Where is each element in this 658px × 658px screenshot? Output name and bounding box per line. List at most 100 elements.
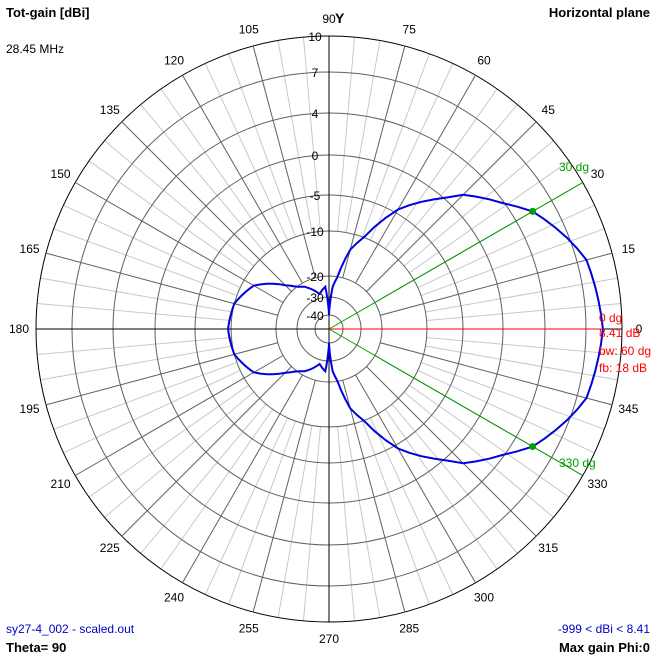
angle-label-225: 225 <box>100 541 120 555</box>
minor-spoke <box>277 425 313 618</box>
minor-spoke <box>417 369 595 454</box>
major-spoke <box>366 121 537 292</box>
max-direction-label: 0 dg <box>599 311 623 325</box>
minor-spoke <box>384 88 498 250</box>
max-gain-phi-label: Max gain Phi:0 <box>558 640 650 655</box>
minor-spoke <box>391 104 518 255</box>
angle-label-15: 15 <box>622 242 636 256</box>
minor-spoke <box>345 425 381 618</box>
minor-spoke <box>426 337 621 356</box>
angle-label-150: 150 <box>51 167 71 181</box>
major-spoke <box>121 366 292 537</box>
minor-spoke <box>228 53 296 238</box>
angle-label-240: 240 <box>164 590 184 604</box>
minor-spoke <box>88 160 250 274</box>
angle-label-315: 315 <box>538 541 558 555</box>
angle-label-90: 90 <box>322 12 336 26</box>
minor-spoke <box>63 369 241 454</box>
radial-label--10: -10 <box>306 225 324 239</box>
minor-spoke <box>140 403 267 554</box>
major-spoke <box>252 45 316 278</box>
angle-label-165: 165 <box>20 242 40 256</box>
major-spoke <box>182 75 303 284</box>
angle-label-195: 195 <box>20 402 40 416</box>
minor-spoke <box>362 420 430 605</box>
minor-spoke <box>425 277 618 313</box>
radial-label-10: 10 <box>308 30 322 44</box>
major-spoke <box>252 380 316 613</box>
minor-spoke <box>104 391 255 518</box>
plane-label: Horizontal plane <box>548 5 650 20</box>
minor-spoke <box>160 408 274 570</box>
minor-spoke <box>425 345 618 381</box>
angle-label-105: 105 <box>239 23 259 37</box>
front-back-label: fb: 18 dB <box>599 361 648 375</box>
gain-range-label: -999 < dBi < 8.41 <box>557 622 650 636</box>
minor-spoke <box>403 391 554 518</box>
minor-spoke <box>337 426 356 621</box>
angle-label-120: 120 <box>164 54 184 68</box>
minor-spoke <box>53 228 238 296</box>
radial-label--20: -20 <box>306 270 324 284</box>
bw-marker-330 <box>529 443 537 451</box>
bw-high-label: 30 dg <box>559 160 590 174</box>
minor-spoke <box>204 417 289 595</box>
angle-label-180: 180 <box>9 322 29 336</box>
radial-label--40: -40 <box>306 309 324 323</box>
minor-spoke <box>37 302 232 321</box>
major-spoke <box>342 45 406 278</box>
major-spoke <box>45 342 278 406</box>
radial-label-4: 4 <box>312 107 319 121</box>
angle-label-270: 270 <box>319 632 339 646</box>
major-spoke <box>355 374 476 583</box>
minor-spoke <box>420 362 605 430</box>
minor-spoke <box>369 63 454 241</box>
major-spoke <box>366 366 537 537</box>
major-spoke <box>45 252 278 316</box>
filename-label: sy27-4_002 - scaled.out <box>6 622 135 636</box>
major-spoke <box>342 380 406 613</box>
radial-label-0: 0 <box>312 149 319 163</box>
max-gain-label: 8.41 dB <box>599 326 641 340</box>
minor-spoke <box>204 63 289 241</box>
major-spoke <box>75 182 284 303</box>
minor-spoke <box>337 37 356 232</box>
angle-label-135: 135 <box>100 103 120 117</box>
angle-label-0: 0 <box>636 322 643 336</box>
angle-label-210: 210 <box>51 477 71 491</box>
major-spoke <box>121 121 292 292</box>
minor-spoke <box>408 384 570 498</box>
bw-line-330 <box>328 328 583 476</box>
major-spoke <box>380 252 613 316</box>
major-spoke <box>380 342 613 406</box>
angle-label-60: 60 <box>477 54 491 68</box>
minor-spoke <box>40 345 233 381</box>
angle-label-45: 45 <box>542 103 556 117</box>
minor-spoke <box>302 37 321 232</box>
bw-low-label: 330 dg <box>559 456 596 470</box>
minor-spoke <box>53 362 238 430</box>
angle-label-330: 330 <box>587 477 607 491</box>
minor-spoke <box>420 228 605 296</box>
radial-label--5: -5 <box>310 189 321 203</box>
angle-label-345: 345 <box>618 402 638 416</box>
chart-title: Tot-gain [dBi] <box>6 5 90 20</box>
minor-spoke <box>408 160 570 274</box>
major-spoke <box>75 355 284 476</box>
angle-label-30: 30 <box>591 167 605 181</box>
bw-line-30 <box>328 182 583 330</box>
minor-spoke <box>88 384 250 498</box>
minor-spoke <box>104 140 255 267</box>
y-axis-label: Y <box>335 10 345 26</box>
gain-pattern <box>227 193 604 465</box>
minor-spoke <box>302 426 321 621</box>
theta-label: Theta= 90 <box>6 640 67 655</box>
minor-spoke <box>391 403 518 554</box>
angle-label-255: 255 <box>239 621 259 635</box>
radial-label-7: 7 <box>312 66 319 80</box>
angle-label-75: 75 <box>403 23 417 37</box>
minor-spoke <box>417 204 595 289</box>
minor-spoke <box>228 420 296 605</box>
bw-marker-30 <box>529 207 537 215</box>
